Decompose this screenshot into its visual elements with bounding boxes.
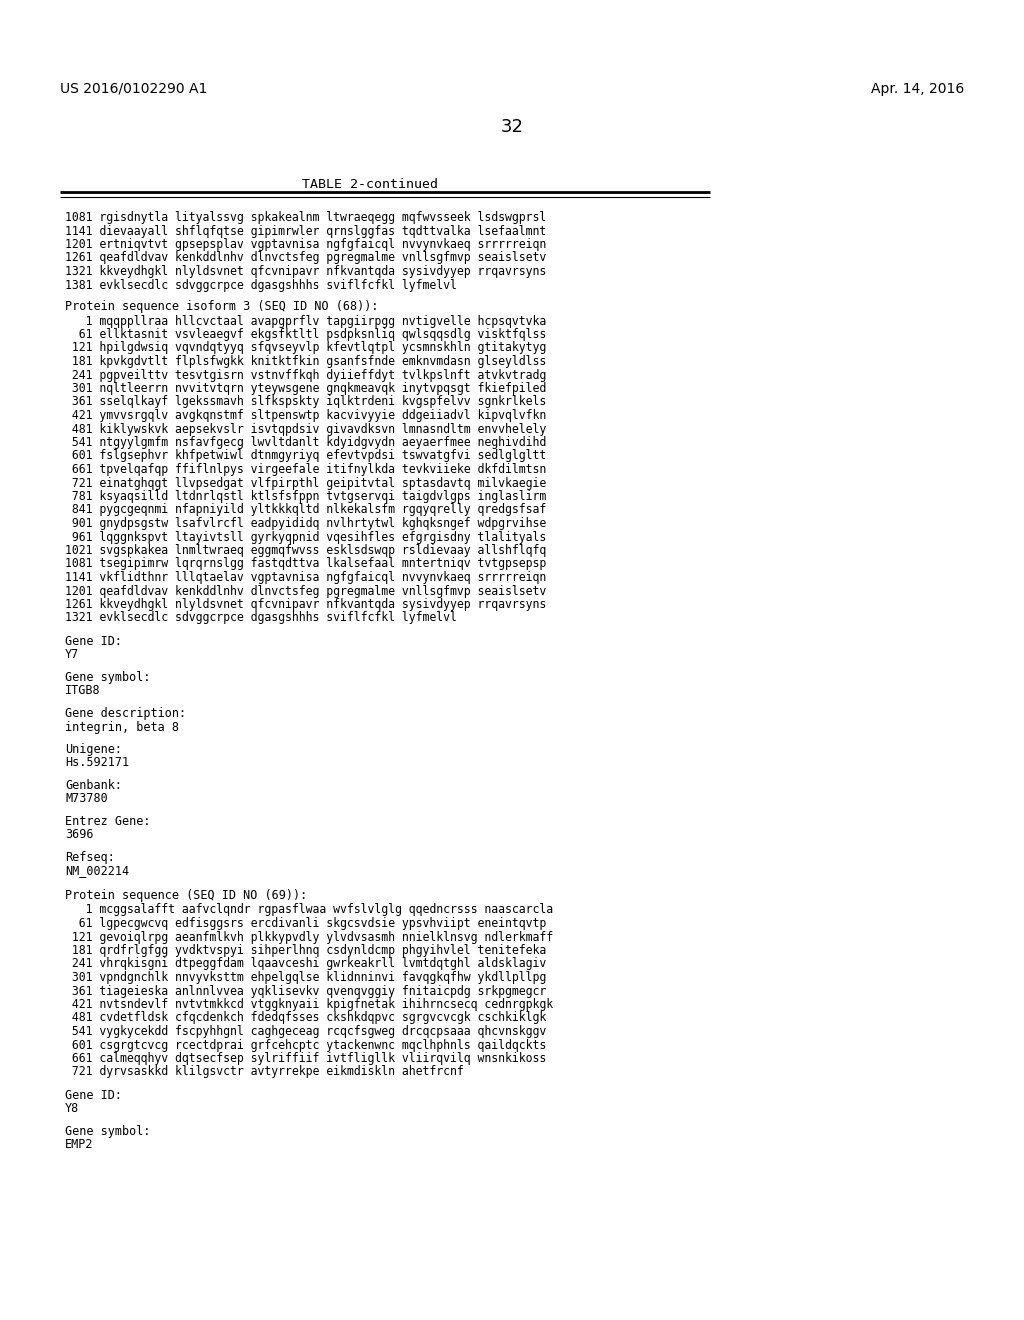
Text: 1021 svgspkakea lnmltwraeq eggmqfwvss esklsdswqp rsldievaay allshflqfq: 1021 svgspkakea lnmltwraeq eggmqfwvss es… — [65, 544, 546, 557]
Text: 421 ymvvsrgqlv avgkqnstmf sltpenswtp kacvivyyie ddgeiiadvl kipvqlvfkn: 421 ymvvsrgqlv avgkqnstmf sltpenswtp kac… — [65, 409, 546, 422]
Text: 541 vygkycekdd fscpyhhgnl caghgeceag rcqcfsgweg drcqcpsaaa qhcvnskggv: 541 vygkycekdd fscpyhhgnl caghgeceag rcq… — [65, 1026, 546, 1038]
Text: Genbank:: Genbank: — [65, 779, 122, 792]
Text: 481 cvdetfldsk cfqcdenkch fdedqfsses ckshkdqpvc sgrgvcvcgk cschkiklgk: 481 cvdetfldsk cfqcdenkch fdedqfsses cks… — [65, 1011, 546, 1024]
Text: 481 kiklywskvk aepsekvslr isvtqpdsiv givavdksvn lmnasndltm envvhelely: 481 kiklywskvk aepsekvslr isvtqpdsiv giv… — [65, 422, 546, 436]
Text: 421 nvtsndevlf nvtvtmkkcd vtggknyaii kpigfnetak ihihrncsecq cednrgpkgk: 421 nvtsndevlf nvtvtmkkcd vtggknyaii kpi… — [65, 998, 553, 1011]
Text: 1321 evklsecdlc sdvggcrpce dgasgshhhs sviflfcfkl lyfmelvl: 1321 evklsecdlc sdvggcrpce dgasgshhhs sv… — [65, 611, 457, 624]
Text: TABLE 2-continued: TABLE 2-continued — [302, 178, 438, 191]
Text: NM_002214: NM_002214 — [65, 865, 129, 878]
Text: 3696: 3696 — [65, 829, 93, 842]
Text: 721 einatghqgt llvpsedgat vlfpirpthl geipitvtal sptasdavtq milvkaegie: 721 einatghqgt llvpsedgat vlfpirpthl gei… — [65, 477, 546, 490]
Text: 1201 qeafdldvav kenkddlnhv dlnvctsfeg pgregmalme vnllsgfmvp seaislsetv: 1201 qeafdldvav kenkddlnhv dlnvctsfeg pg… — [65, 585, 546, 598]
Text: 301 nqltleerrn nvvitvtqrn yteywsgene gnqkmeavqk inytvpqsgt fkiefpiled: 301 nqltleerrn nvvitvtqrn yteywsgene gnq… — [65, 381, 546, 395]
Text: 1201 ertniqvtvt gpsepsplav vgptavnisa ngfgfaicql nvvynvkaeq srrrrreiqn: 1201 ertniqvtvt gpsepsplav vgptavnisa ng… — [65, 238, 546, 251]
Text: 181 qrdfrlgfgg yvdktvspyi sihperlhnq csdynldcmp phgyihvlel tenitefeka: 181 qrdfrlgfgg yvdktvspyi sihperlhnq csd… — [65, 944, 546, 957]
Text: 661 calmeqqhyv dqtsecfsep sylriffiif ivtfligllk vliirqvilq wnsnkikoss: 661 calmeqqhyv dqtsecfsep sylriffiif ivt… — [65, 1052, 546, 1065]
Text: 661 tpvelqafqp ffiflnlpys virgeefale itifnylkda tevkviieke dkfdilmtsn: 661 tpvelqafqp ffiflnlpys virgeefale iti… — [65, 463, 546, 477]
Text: 1321 kkveydhgkl nlyldsvnet qfcvnipavr nfkvantqda sysivdyyep rrqavrsyns: 1321 kkveydhgkl nlyldsvnet qfcvnipavr nf… — [65, 265, 546, 279]
Text: ITGB8: ITGB8 — [65, 685, 100, 697]
Text: 1141 vkflidthnr lllqtaelav vgptavnisa ngfgfaicql nvvynvkaeq srrrrreiqn: 1141 vkflidthnr lllqtaelav vgptavnisa ng… — [65, 572, 546, 583]
Text: Refseq:: Refseq: — [65, 851, 115, 865]
Text: 181 kpvkgdvtlt flplsfwgkk knitktfkin gsanfsfnde emknvmdasn glseyldlss: 181 kpvkgdvtlt flplsfwgkk knitktfkin gsa… — [65, 355, 546, 368]
Text: 241 pgpveilttv tesvtgisrn vstnvffkqh dyiieffdyt tvlkpslnft atvkvtradg: 241 pgpveilttv tesvtgisrn vstnvffkqh dyi… — [65, 368, 546, 381]
Text: 121 gevoiqlrpg aeanfmlkvh plkkypvdly ylvdvsasmh nnielklnsvg ndlerkmaff: 121 gevoiqlrpg aeanfmlkvh plkkypvdly ylv… — [65, 931, 553, 944]
Text: Gene symbol:: Gene symbol: — [65, 671, 151, 684]
Text: 1261 kkveydhgkl nlyldsvnet qfcvnipavr nfkvantqda sysivdyyep rrqavrsyns: 1261 kkveydhgkl nlyldsvnet qfcvnipavr nf… — [65, 598, 546, 611]
Text: Gene description:: Gene description: — [65, 708, 186, 719]
Text: 1261 qeafdldvav kenkddlnhv dlnvctsfeg pgregmalme vnllsgfmvp seaislsetv: 1261 qeafdldvav kenkddlnhv dlnvctsfeg pg… — [65, 252, 546, 264]
Text: 121 hpilgdwsiq vqvndqtyyq sfqvseyvlp kfevtlqtpl ycsmnskhln gtitakytyg: 121 hpilgdwsiq vqvndqtyyq sfqvseyvlp kfe… — [65, 342, 546, 355]
Text: 1081 rgisdnytla lityalssvg spkakealnm ltwraeqegg mqfwvsseek lsdswgprsl: 1081 rgisdnytla lityalssvg spkakealnm lt… — [65, 211, 546, 224]
Text: 61 lgpecgwcvq edfisggsrs ercdivanli skgcsvdsie ypsvhviipt eneintqvtp: 61 lgpecgwcvq edfisggsrs ercdivanli skgc… — [65, 917, 546, 931]
Text: 61 ellktasnit vsvleaegvf ekgsfktltl psdpksnliq qwlsqqsdlg visktfqlss: 61 ellktasnit vsvleaegvf ekgsfktltl psdp… — [65, 327, 546, 341]
Text: 1 mqqppllraa hllcvctaal avapgprflv tapgiirpgg nvtigvelle hcpsqvtvka: 1 mqqppllraa hllcvctaal avapgprflv tapgi… — [65, 314, 546, 327]
Text: Entrez Gene:: Entrez Gene: — [65, 814, 151, 828]
Text: 961 lqggnkspvt ltayivtsll gyrkyqpnid vqesihfles efgrgisdny tlalityals: 961 lqggnkspvt ltayivtsll gyrkyqpnid vqe… — [65, 531, 546, 544]
Text: Gene symbol:: Gene symbol: — [65, 1125, 151, 1138]
Text: 361 tiageieska anlnnlvvea yqklisevkv qvenqvggiy fnitaicpdg srkpgmegcr: 361 tiageieska anlnnlvvea yqklisevkv qve… — [65, 985, 546, 998]
Text: Hs.592171: Hs.592171 — [65, 756, 129, 770]
Text: 301 vpndgnchlk nnvyvksttm ehpelgqlse klidnninvi favqgkqfhw ykdllpllpg: 301 vpndgnchlk nnvyvksttm ehpelgqlse kli… — [65, 972, 546, 983]
Text: 32: 32 — [501, 117, 523, 136]
Text: Y7: Y7 — [65, 648, 79, 661]
Text: Gene ID:: Gene ID: — [65, 635, 122, 648]
Text: 1141 dievaayall shflqfqtse gipimrwler qrnslggfas tqdttvalka lsefaalmnt: 1141 dievaayall shflqfqtse gipimrwler qr… — [65, 224, 546, 238]
Text: 1381 evklsecdlc sdvggcrpce dgasgshhhs sviflfcfkl lyfmelvl: 1381 evklsecdlc sdvggcrpce dgasgshhhs sv… — [65, 279, 457, 292]
Text: M73780: M73780 — [65, 792, 108, 805]
Text: 721 dyrvsaskkd klilgsvctr avtyrrekpe eikmdiskln ahetfrcnf: 721 dyrvsaskkd klilgsvctr avtyrrekpe eik… — [65, 1065, 464, 1078]
Text: Gene ID:: Gene ID: — [65, 1089, 122, 1102]
Text: 781 ksyaqsilld ltdnrlqstl ktlsfsfppn tvtgservqi taigdvlgps inglaslirm: 781 ksyaqsilld ltdnrlqstl ktlsfsfppn tvt… — [65, 490, 546, 503]
Text: integrin, beta 8: integrin, beta 8 — [65, 721, 179, 734]
Text: 1081 tsegipimrw lqrqrnslgg fastqdttva lkalsefaal mntertniqv tvtgpsepsp: 1081 tsegipimrw lqrqrnslgg fastqdttva lk… — [65, 557, 546, 570]
Text: Y8: Y8 — [65, 1102, 79, 1115]
Text: Protein sequence (SEQ ID NO (69)):: Protein sequence (SEQ ID NO (69)): — [65, 888, 307, 902]
Text: 541 ntgyylgmfm nsfavfgecg lwvltdanlt kdyidgvydn aeyaerfmee neghivdihd: 541 ntgyylgmfm nsfavfgecg lwvltdanlt kdy… — [65, 436, 546, 449]
Text: 241 vhrqkisgni dtpeggfdam lqaavceshi gwrkeakrll lvmtdqtghl aldsklagiv: 241 vhrqkisgni dtpeggfdam lqaavceshi gwr… — [65, 957, 546, 970]
Text: Protein sequence isoform 3 (SEQ ID NO (68)):: Protein sequence isoform 3 (SEQ ID NO (6… — [65, 300, 379, 313]
Text: 601 csgrgtcvcg rcectdprai grfcehcptc ytackenwnc mqclhphnls qaildqckts: 601 csgrgtcvcg rcectdprai grfcehcptc yta… — [65, 1039, 546, 1052]
Text: Apr. 14, 2016: Apr. 14, 2016 — [870, 82, 964, 96]
Text: Unigene:: Unigene: — [65, 743, 122, 756]
Text: 1 mcggsalafft aafvclqndr rgpasflwaa wvfslvlglg qqedncrsss naascarcla: 1 mcggsalafft aafvclqndr rgpasflwaa wvfs… — [65, 903, 553, 916]
Text: 841 pygcgeqnmi nfapniyild yltkkkqltd nlkekalsfm rgqyqrelly qredgsfsaf: 841 pygcgeqnmi nfapniyild yltkkkqltd nlk… — [65, 503, 546, 516]
Text: US 2016/0102290 A1: US 2016/0102290 A1 — [60, 82, 208, 96]
Text: 901 gnydpsgstw lsafvlrcfl eadpyididq nvlhrtytwl kghqksngef wdpgrvihse: 901 gnydpsgstw lsafvlrcfl eadpyididq nvl… — [65, 517, 546, 531]
Text: EMP2: EMP2 — [65, 1138, 93, 1151]
Text: 361 sselqlkayf lgekssmavh slfkspskty iqlktrdeni kvgspfelvv sgnkrlkels: 361 sselqlkayf lgekssmavh slfkspskty iql… — [65, 396, 546, 408]
Text: 601 fslgsephvr khfpetwiwl dtnmgyriyq efevtvpdsi tswvatgfvi sedlglgltt: 601 fslgsephvr khfpetwiwl dtnmgyriyq efe… — [65, 450, 546, 462]
